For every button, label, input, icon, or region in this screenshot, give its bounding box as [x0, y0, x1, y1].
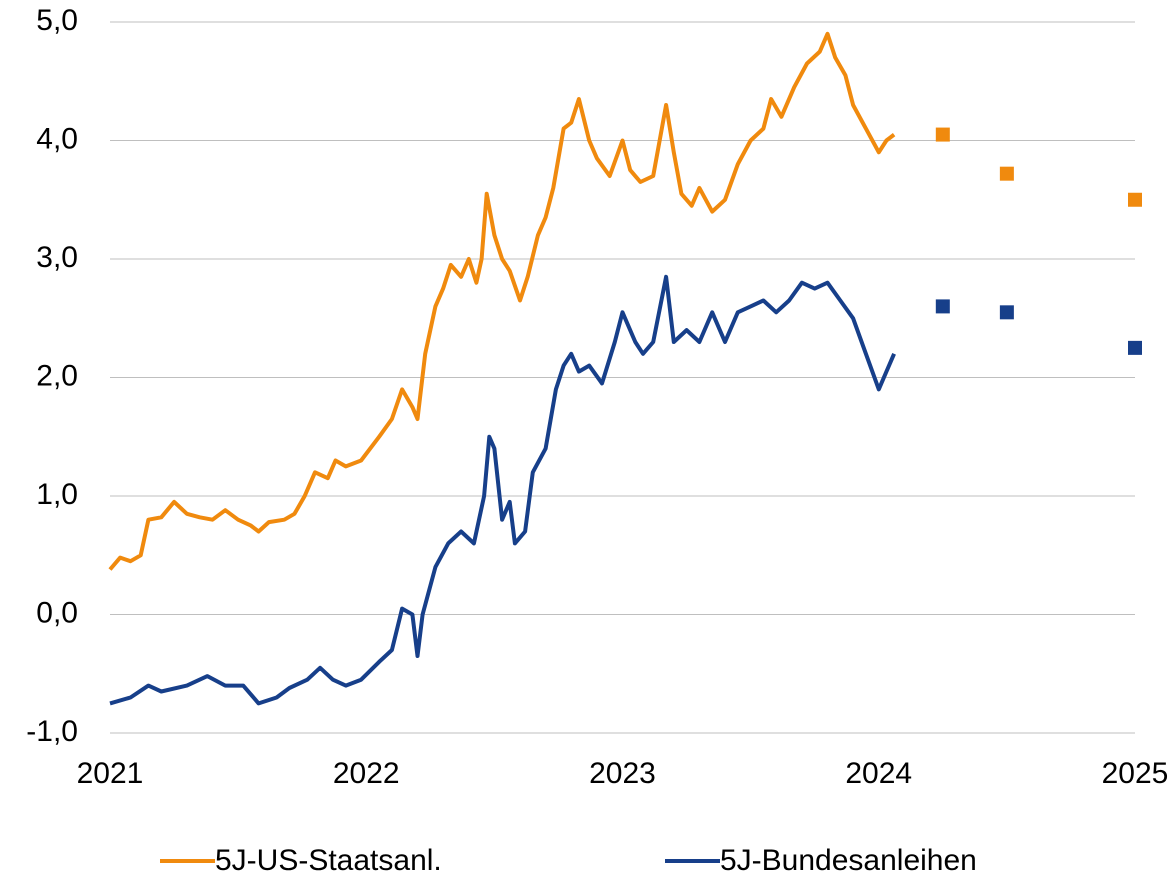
- y-tick-label: 0,0: [36, 596, 78, 629]
- series-line: [108, 31, 896, 571]
- legend-label: 5J-Bundesanleihen: [720, 844, 977, 877]
- x-tick-label: 2025: [1102, 757, 1169, 790]
- y-tick-label: -1,0: [26, 715, 78, 748]
- legend-label: 5J-US-Staatsanl.: [215, 844, 442, 877]
- series-line: [109, 274, 896, 706]
- y-tick-label: 5,0: [36, 4, 78, 37]
- y-tick-label: 3,0: [36, 241, 78, 274]
- forecast-marker: [999, 305, 1014, 320]
- forecast-marker: [1128, 192, 1142, 207]
- x-tick-label: 2023: [589, 757, 656, 790]
- x-tick-label: 2022: [333, 757, 400, 790]
- x-tick-label: 2021: [77, 757, 144, 790]
- y-tick-label: 1,0: [36, 478, 78, 511]
- y-tick-label: 4,0: [36, 122, 78, 155]
- forecast-marker: [1128, 340, 1142, 355]
- x-tick-label: 2024: [845, 757, 912, 790]
- y-tick-label: 2,0: [36, 359, 78, 392]
- forecast-marker: [999, 166, 1014, 181]
- forecast-marker: [935, 299, 950, 314]
- forecast-marker: [935, 127, 950, 142]
